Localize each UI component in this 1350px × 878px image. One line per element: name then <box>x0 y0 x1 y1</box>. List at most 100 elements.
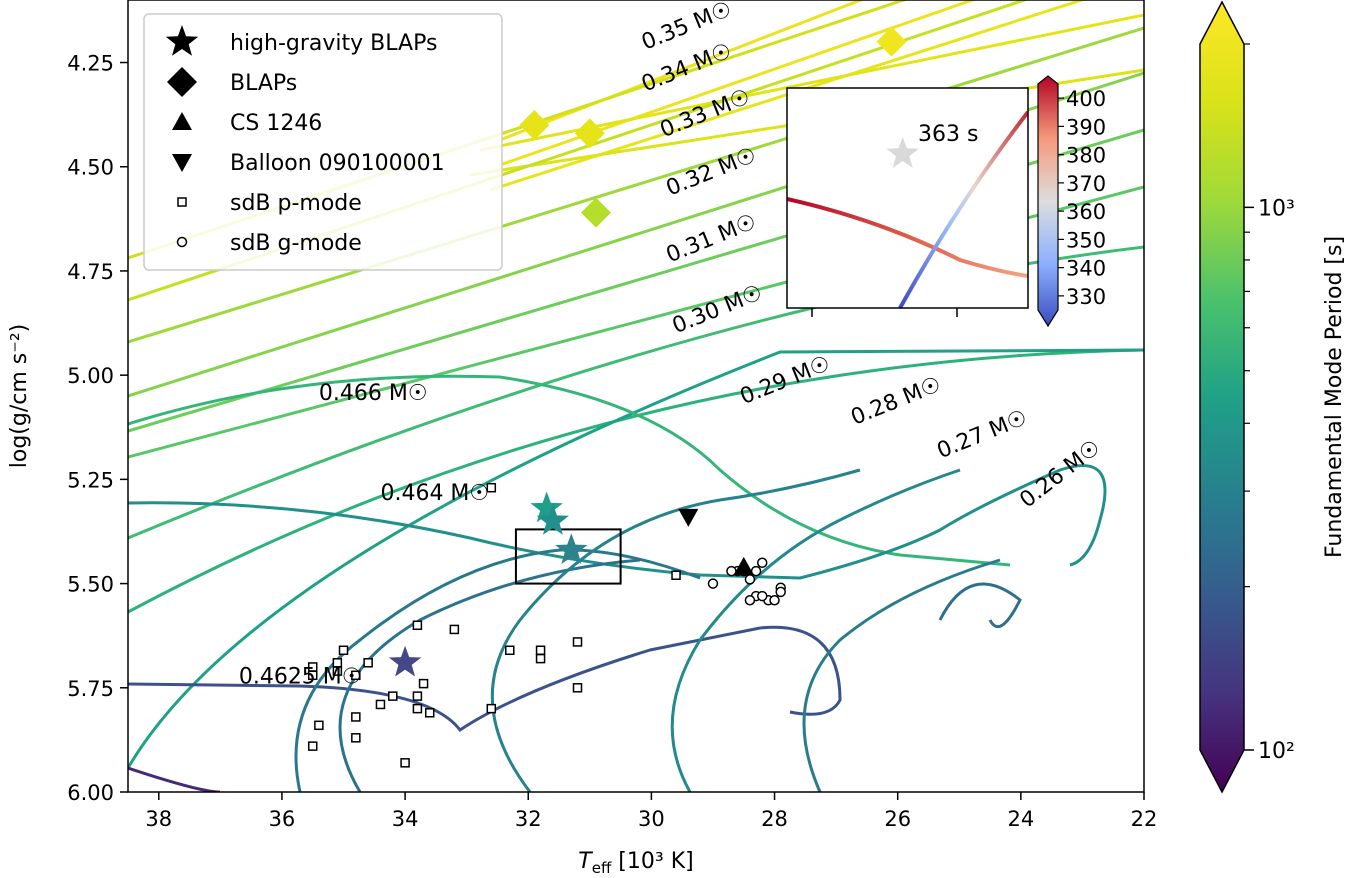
legend-triangle-up-icon <box>172 112 192 130</box>
data-markers <box>307 26 907 768</box>
colorbar-tick-label: 10³ <box>1258 196 1295 221</box>
square-open-point <box>535 653 546 664</box>
track-loop-e <box>802 558 1001 792</box>
x-axis: 38 36 34 32 30 28 26 24 22 <box>145 792 1157 831</box>
inset-colorbar-tick-label: 330 <box>1066 285 1106 309</box>
y-axis: 4.25 4.50 4.75 5.00 5.25 5.50 5.75 6.00 <box>67 52 128 805</box>
circle-open-point <box>744 595 756 606</box>
track-label: 0.26 M☉ <box>1015 435 1105 513</box>
square-open-point <box>307 741 318 751</box>
y-tick-label: 5.00 <box>67 364 114 388</box>
track-label: 0.27 M☉ <box>934 405 1031 464</box>
y-tick-label: 5.50 <box>67 573 114 597</box>
axes-frame <box>127 0 1145 793</box>
circle-open-point <box>775 586 786 598</box>
track-loop-a <box>294 548 701 792</box>
x-tick-label: 24 <box>1007 807 1034 831</box>
colorbar-tick-label: 10² <box>1258 739 1295 764</box>
diamond-point <box>519 110 550 141</box>
track-label: 0.466 M☉ <box>319 381 428 406</box>
y-tick-label: 6.00 <box>67 781 114 805</box>
legend-star-icon <box>165 25 199 56</box>
inset-colorbar-tick-label: 380 <box>1066 144 1106 168</box>
circle-open-point <box>769 595 780 606</box>
legend-label: sdB g-mode <box>230 231 362 256</box>
legend-square-open-icon <box>177 197 187 207</box>
inset-colorbar: 330 340 350 360 370 380 390 400 <box>1037 75 1106 328</box>
x-tick-label: 36 <box>269 807 296 831</box>
legend-label: BLAPs <box>230 71 297 96</box>
square-open-point <box>412 620 423 631</box>
circle-open-point <box>756 557 768 568</box>
track-0.26 <box>128 348 1144 769</box>
track-label: 0.29 M☉ <box>737 351 834 410</box>
square-open-point <box>332 666 343 676</box>
square-open-point <box>314 720 324 731</box>
square-open-point <box>351 733 361 743</box>
square-open-point <box>351 712 361 722</box>
square-open-point <box>412 703 423 714</box>
square-open-point <box>338 645 349 656</box>
track-0.31 <box>128 26 1144 344</box>
star-point <box>536 504 569 535</box>
square-open-point <box>418 678 429 689</box>
legend-box <box>143 13 503 271</box>
legend-diamond-icon <box>167 67 197 97</box>
main-colorbar-bar <box>1199 0 1245 794</box>
track-0.464 <box>128 464 1107 580</box>
inset-frame <box>786 87 1029 309</box>
square-open-point <box>375 699 386 710</box>
y-tick-label: 4.75 <box>67 260 114 284</box>
inset-colorbar-tick-label: 390 <box>1066 115 1106 139</box>
y-tick-label: 4.25 <box>67 52 114 76</box>
track-label: 0.28 M☉ <box>847 372 944 431</box>
star-point <box>388 645 422 677</box>
inset-plot: 363 s <box>786 87 1029 317</box>
star-point <box>555 533 588 564</box>
inset-annotation: 363 s <box>918 122 978 147</box>
y-tick-label: 5.25 <box>67 468 114 492</box>
y-axis-label: log(g/cm s⁻²) <box>7 324 32 469</box>
triangle-up-point <box>733 556 754 575</box>
track-label: 0.30 M☉ <box>669 280 766 339</box>
zoom-box <box>514 528 622 585</box>
x-axis-label: Teff [10³ K] <box>578 849 693 877</box>
diamond-point <box>580 197 611 228</box>
inset-colorbar-tick-label: 340 <box>1066 257 1106 281</box>
diamond-point <box>574 118 605 149</box>
square-open-point <box>671 570 681 580</box>
inset-colorbar-bar <box>1037 75 1059 328</box>
square-open-point <box>449 624 460 635</box>
square-open-point <box>307 670 318 681</box>
x-tick-label: 30 <box>638 807 665 831</box>
diamond-point <box>876 26 907 57</box>
inset-colorbar-tick-label: 360 <box>1066 200 1106 224</box>
legend-triangle-down-icon <box>172 154 192 172</box>
circle-open-point <box>707 578 719 589</box>
inset-colorbar-tick-label: 370 <box>1066 172 1106 196</box>
square-open-point <box>505 645 515 656</box>
circle-open-point <box>744 574 756 585</box>
inset-track-blue <box>898 110 1028 308</box>
legend-label: Balloon 090100001 <box>230 151 445 176</box>
colorbar-label: Fundamental Mode Period [s] <box>1322 236 1347 558</box>
square-open-point <box>486 703 497 714</box>
x-tick-label: 32 <box>515 807 542 831</box>
square-open-point <box>412 691 423 701</box>
square-open-point <box>363 658 373 668</box>
x-tick-label: 26 <box>884 807 911 831</box>
square-open-point <box>572 637 583 647</box>
legend-label: high-gravity BLAPs <box>230 31 437 56</box>
track-loop-d <box>670 468 961 792</box>
y-tick-label: 5.75 <box>67 677 114 701</box>
legend-label: sdB p-mode <box>230 191 362 216</box>
inset-track-red <box>787 197 1028 278</box>
square-open-point <box>486 482 497 493</box>
inset-colorbar-tick-label: 350 <box>1066 228 1106 252</box>
inset-star-marker <box>886 137 919 168</box>
triangle-down-point <box>678 508 699 527</box>
inset-background <box>787 88 1028 308</box>
legend-circle-open-icon <box>176 236 188 248</box>
main-colorbar: 10² 10³ Fundamental Mode Period [s] <box>1199 0 1347 794</box>
